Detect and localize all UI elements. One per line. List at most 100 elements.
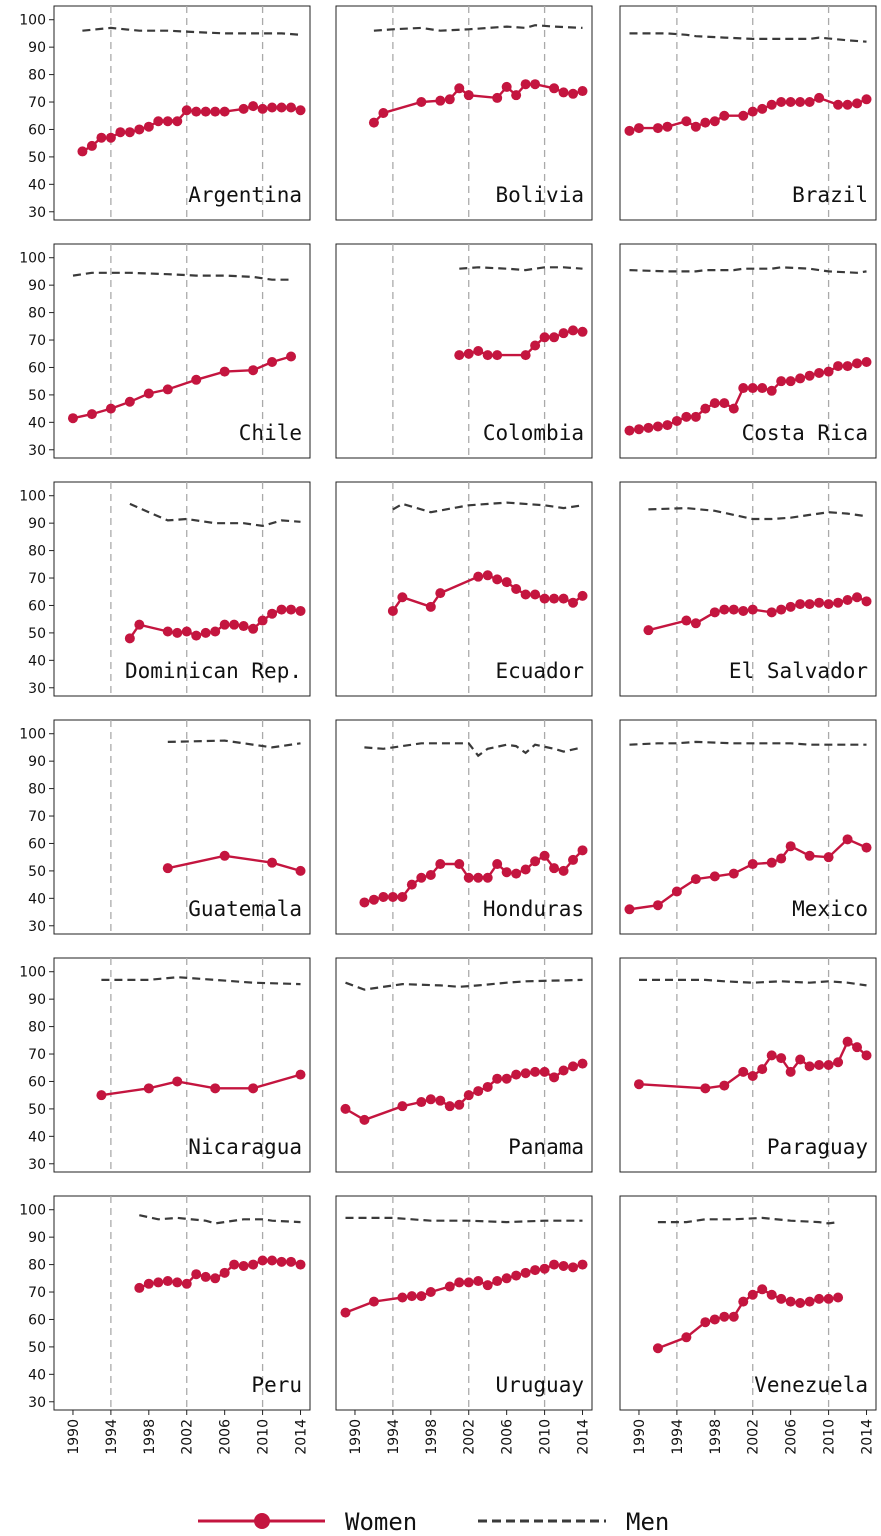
women-point [368, 1296, 379, 1307]
women-point [776, 376, 787, 387]
women-point [397, 1101, 408, 1112]
women-point [681, 116, 692, 127]
women-point [633, 424, 644, 435]
women-point [482, 872, 493, 883]
x-tick-label: 1998 [142, 1419, 158, 1455]
women-point [558, 865, 569, 876]
women-point [378, 891, 389, 902]
x-tick-label: 2006 [784, 1419, 800, 1455]
y-tick-label: 90 [28, 516, 46, 532]
y-tick-label: 50 [28, 150, 46, 166]
women-point [210, 626, 221, 637]
women-point [387, 891, 398, 902]
women-point [577, 326, 588, 337]
x-tick-label: 2006 [218, 1419, 234, 1455]
women-point [842, 594, 853, 605]
x-tick-label: 2014 [860, 1419, 876, 1455]
women-point [219, 366, 230, 377]
women-point [757, 1284, 768, 1295]
women-point [172, 627, 183, 638]
women-point [747, 1070, 758, 1081]
women-point [191, 630, 202, 641]
women-point [162, 116, 173, 127]
women-point [842, 361, 853, 372]
y-tick-label: 60 [28, 598, 46, 614]
women-point [700, 117, 711, 128]
women-point [286, 102, 297, 113]
women-point [719, 604, 730, 615]
women-point [191, 374, 202, 385]
women-point [738, 383, 749, 394]
women-point [738, 1066, 749, 1077]
panel-title: Ecuador [495, 659, 584, 683]
y-tick-label: 70 [28, 809, 46, 825]
women-point [143, 1278, 154, 1289]
women-point [568, 1262, 579, 1273]
panel-frame [335, 957, 593, 1173]
women-point [568, 597, 579, 608]
women-line [167, 854, 301, 873]
women-point [267, 102, 278, 113]
y-tick-label: 40 [28, 415, 46, 431]
women-point [530, 1265, 541, 1276]
women-point [397, 891, 408, 902]
women-point [795, 1054, 806, 1065]
women-point [776, 1293, 787, 1304]
women-point [67, 413, 78, 424]
women-point [776, 1053, 787, 1064]
x-tick-label: 1990 [348, 1419, 364, 1455]
women-point [861, 842, 872, 853]
women-point [549, 1259, 560, 1270]
y-tick-label: 30 [28, 1395, 46, 1411]
y-tick-label: 40 [28, 177, 46, 193]
women-point [238, 621, 249, 632]
women-point [295, 1069, 306, 1080]
women-point [795, 97, 806, 108]
panel-title: Dominican Rep. [125, 659, 302, 683]
women-point [681, 1332, 692, 1343]
panel-frame [53, 5, 311, 221]
panel-frame [53, 243, 311, 459]
women-line [101, 1073, 301, 1097]
men-line [629, 32, 867, 43]
women-point [511, 868, 522, 879]
women-point [539, 850, 550, 861]
women-point [143, 1083, 154, 1094]
women-point [425, 870, 436, 881]
women-point [823, 1060, 834, 1070]
women-point [814, 1293, 825, 1304]
women-point [134, 1282, 145, 1293]
y-tick-label: 40 [28, 891, 46, 907]
women-point [785, 841, 796, 852]
women-point [861, 356, 872, 367]
women-point [530, 589, 541, 600]
women-point [709, 116, 720, 127]
x-tick-label: 1990 [66, 1419, 82, 1455]
women-point [295, 1259, 306, 1270]
men-line [373, 24, 583, 32]
women-point [833, 361, 844, 372]
women-point [238, 103, 249, 114]
x-tick-label: 2002 [746, 1419, 762, 1455]
women-point [568, 1061, 579, 1072]
women-point [814, 597, 825, 608]
women-point [340, 1307, 351, 1318]
women-point [295, 105, 306, 116]
women-point [520, 1068, 531, 1079]
women-point [511, 584, 522, 594]
women-point [295, 865, 306, 876]
women-point [463, 90, 474, 101]
women-point [757, 103, 768, 114]
women-point [473, 1276, 484, 1287]
men-line [648, 506, 867, 521]
women-point [492, 350, 503, 361]
women-point [558, 593, 569, 604]
women-point [861, 94, 872, 105]
y-tick-label: 60 [28, 1312, 46, 1328]
women-point [530, 1066, 541, 1077]
panel-frame [619, 957, 877, 1173]
panel-frame [619, 243, 877, 459]
y-tick-label: 100 [19, 13, 46, 29]
women-point [577, 845, 588, 856]
